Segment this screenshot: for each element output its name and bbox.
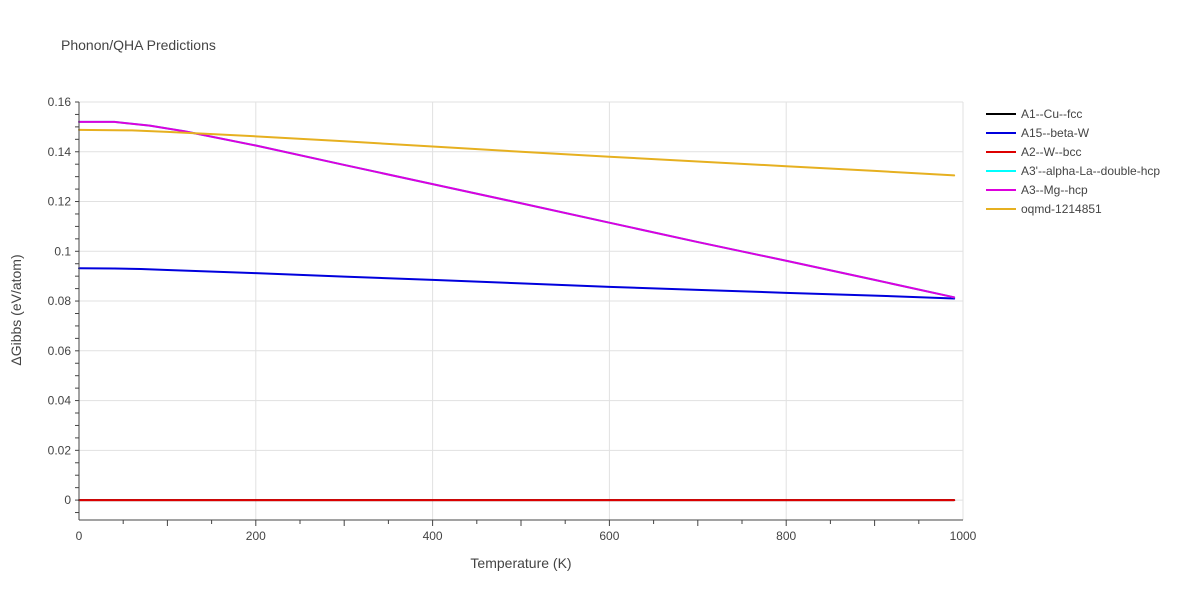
x-tick-label: 200 [246, 529, 266, 543]
x-tick-label: 400 [423, 529, 443, 543]
x-tick-label: 0 [76, 529, 83, 543]
legend-item[interactable]: A2--W--bcc [986, 145, 1081, 159]
legend-item[interactable]: A3'--alpha-La--double-hcp [986, 164, 1160, 178]
legend-label: A1--Cu--fcc [1021, 107, 1082, 121]
y-tick-label: 0.08 [48, 294, 72, 308]
y-tick-label: 0.1 [54, 244, 71, 258]
x-tick-label: 1000 [950, 529, 977, 543]
y-tick-label: 0.04 [48, 394, 72, 408]
x-tick-label: 600 [599, 529, 619, 543]
x-axis-title: Temperature (K) [470, 555, 571, 571]
series-line-5 [78, 128, 956, 177]
series-line-1 [78, 267, 956, 300]
series-line-4 [78, 120, 956, 299]
legend-label: A2--W--bcc [1021, 145, 1081, 159]
plot-area [78, 120, 956, 502]
grid [79, 101, 964, 520]
legend-item[interactable]: A15--beta-W [986, 126, 1090, 140]
legend-label: oqmd-1214851 [1021, 202, 1102, 216]
y-axis-title: ΔGibbs (eV/atom) [8, 254, 24, 365]
legend-label: A3--Mg--hcp [1021, 183, 1088, 197]
legend-item[interactable]: A3--Mg--hcp [986, 183, 1088, 197]
axes: 0 200 400 600 800 1000 0 0.02 0.04 0.06 0.08 0.1 0.1… [48, 95, 977, 543]
y-tick-label: 0 [64, 493, 71, 507]
legend-item[interactable]: A1--Cu--fcc [986, 107, 1082, 121]
y-tick-label: 0.02 [48, 443, 72, 457]
y-tick-label: 0.12 [48, 195, 72, 209]
chart-title: Phonon/QHA Predictions [61, 37, 216, 53]
legend-item[interactable]: oqmd-1214851 [986, 202, 1102, 216]
legend: A1--Cu--fcc A15--beta-W A2--W--bcc A3'--alp… [986, 107, 1160, 216]
legend-label: A3'--alpha-La--double-hcp [1021, 164, 1160, 178]
x-tick-label: 800 [776, 529, 796, 543]
y-tick-label: 0.16 [48, 95, 72, 109]
y-tick-label: 0.14 [48, 145, 72, 159]
y-tick-label: 0.06 [48, 344, 72, 358]
legend-label: A15--beta-W [1021, 126, 1090, 140]
